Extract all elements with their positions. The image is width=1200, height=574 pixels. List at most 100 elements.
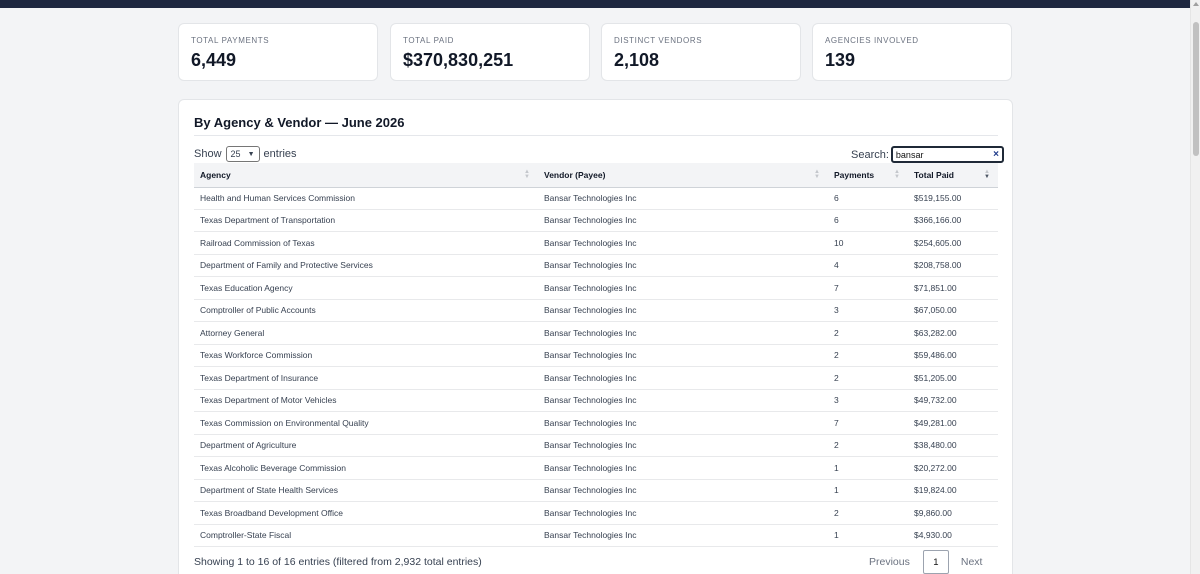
cell-total-paid: $38,480.00 bbox=[908, 434, 998, 457]
scroll-up-arrow-icon[interactable] bbox=[1193, 2, 1199, 6]
cell-agency: Comptroller-State Fiscal bbox=[194, 524, 538, 547]
cell-total-paid: $49,732.00 bbox=[908, 389, 998, 412]
cell-vendor: Bansar Technologies Inc bbox=[538, 389, 828, 412]
cell-vendor: Bansar Technologies Inc bbox=[538, 344, 828, 367]
stat-label: DISTINCT VENDORS bbox=[614, 36, 703, 45]
cell-payments: 10 bbox=[828, 231, 908, 255]
stat-label: TOTAL PAID bbox=[403, 36, 455, 45]
stat-value: $370,830,251 bbox=[403, 50, 514, 70]
cell-agency: Comptroller of Public Accounts bbox=[194, 299, 538, 322]
cell-agency: Department of State Health Services bbox=[194, 479, 538, 502]
cell-agency: Texas Department of Insurance bbox=[194, 366, 538, 390]
table-row: Comptroller-State Fiscal Bansar Technolog… bbox=[194, 524, 998, 547]
header-label: Payments bbox=[834, 169, 875, 180]
table-row: Texas Education Agency Bansar Technologie… bbox=[194, 276, 998, 300]
cell-vendor: Bansar Technologies Inc bbox=[538, 321, 828, 345]
cell-agency: Texas Workforce Commission bbox=[194, 344, 538, 367]
cell-vendor: Bansar Technologies Inc bbox=[538, 276, 828, 300]
cell-payments: 6 bbox=[828, 209, 908, 232]
cell-vendor: Bansar Technologies Inc bbox=[538, 434, 828, 457]
clear-icon[interactable]: × bbox=[993, 149, 999, 160]
cell-agency: Attorney General bbox=[194, 321, 538, 345]
cell-total-paid: $366,166.00 bbox=[908, 209, 998, 232]
stat-label: TOTAL PAYMENTS bbox=[191, 36, 270, 45]
cell-vendor: Bansar Technologies Inc bbox=[538, 209, 828, 232]
cell-agency: Department of Family and Protective Serv… bbox=[194, 254, 538, 277]
cell-total-paid: $4,930.00 bbox=[908, 524, 998, 547]
cell-agency: Texas Education Agency bbox=[194, 276, 538, 300]
cell-total-paid: $67,050.00 bbox=[908, 299, 998, 322]
scrollbar-thumb[interactable] bbox=[1193, 22, 1199, 156]
entries-select[interactable]: 25 ▼ bbox=[225, 146, 260, 162]
table-header-row: Agency ▲ ▼ Vendor (Payee) ▲ ▼ Payments ▲ ▼ Tot… bbox=[194, 163, 998, 188]
cell-payments: 2 bbox=[828, 321, 908, 345]
cell-vendor: Bansar Technologies Inc bbox=[538, 187, 828, 210]
stat-label: AGENCIES INVOLVED bbox=[825, 36, 919, 45]
header-label: Vendor (Payee) bbox=[544, 169, 606, 180]
cell-agency: Texas Alcoholic Beverage Commission bbox=[194, 456, 538, 480]
cell-payments: 1 bbox=[828, 456, 908, 480]
table-row: Department of Agriculture Bansar Technolo… bbox=[194, 434, 998, 457]
next-button[interactable]: Next bbox=[960, 556, 983, 568]
stat-total-payments: TOTAL PAYMENTS 6,449 bbox=[178, 23, 378, 81]
header-label: Total Paid bbox=[914, 169, 954, 180]
column-header-vendor[interactable]: Vendor (Payee) ▲ ▼ bbox=[538, 163, 828, 188]
entries-label: entries bbox=[263, 148, 297, 160]
page-1-button[interactable]: 1 bbox=[922, 550, 949, 574]
table-row: Comptroller of Public Accounts Bansar Tec… bbox=[194, 299, 998, 322]
cell-agency: Texas Commission on Environmental Qualit… bbox=[194, 411, 538, 435]
table-row: Texas Department of Motor Vehicles Bansar… bbox=[194, 389, 998, 412]
cell-total-paid: $20,272.00 bbox=[908, 456, 998, 480]
top-nav-bar bbox=[0, 0, 1190, 8]
cell-payments: 1 bbox=[828, 479, 908, 502]
table-row: Department of State Health Services Bansa… bbox=[194, 479, 998, 502]
sort-icon: ▲ ▼ bbox=[814, 169, 820, 180]
cell-payments: 2 bbox=[828, 344, 908, 367]
table-row: Texas Department of Transportation Bansar… bbox=[194, 209, 998, 232]
cell-total-paid: $519,155.00 bbox=[908, 187, 998, 210]
cell-vendor: Bansar Technologies Inc bbox=[538, 299, 828, 322]
cell-vendor: Bansar Technologies Inc bbox=[538, 366, 828, 390]
cell-vendor: Bansar Technologies Inc bbox=[538, 231, 828, 255]
table-row: Texas Workforce Commission Bansar Technol… bbox=[194, 344, 998, 367]
cell-vendor: Bansar Technologies Inc bbox=[538, 456, 828, 480]
cell-agency: Texas Department of Motor Vehicles bbox=[194, 389, 538, 412]
sort-icon: ▲ ▼ bbox=[894, 169, 900, 180]
column-header-agency[interactable]: Agency ▲ ▼ bbox=[194, 163, 538, 188]
cell-payments: 1 bbox=[828, 524, 908, 547]
cell-payments: 3 bbox=[828, 299, 908, 322]
previous-button[interactable]: Previous bbox=[869, 556, 910, 568]
search-input-value: bansar bbox=[895, 149, 924, 160]
cell-payments: 7 bbox=[828, 276, 908, 300]
column-header-total-paid[interactable]: Total Paid ▲ ▼ bbox=[908, 163, 998, 188]
agency-vendor-table: Agency ▲ ▼ Vendor (Payee) ▲ ▼ Payments ▲ ▼ Tot… bbox=[194, 163, 998, 547]
header-label: Agency bbox=[200, 169, 231, 180]
stat-value: 2,108 bbox=[614, 50, 660, 70]
cell-payments: 3 bbox=[828, 389, 908, 412]
cell-agency: Railroad Commission of Texas bbox=[194, 231, 538, 255]
table-row: Texas Broadband Development Office Bansar… bbox=[194, 501, 998, 525]
cell-total-paid: $71,851.00 bbox=[908, 276, 998, 300]
cell-payments: 6 bbox=[828, 187, 908, 210]
sort-desc-icon: ▲ ▼ bbox=[984, 169, 990, 180]
cell-total-paid: $208,758.00 bbox=[908, 254, 998, 277]
table-row: Texas Alcoholic Beverage Commission Bansa… bbox=[194, 456, 998, 480]
cell-payments: 2 bbox=[828, 366, 908, 390]
sort-icon: ▲ ▼ bbox=[524, 169, 530, 180]
table-row: Attorney General Bansar Technologies Inc 2… bbox=[194, 321, 998, 345]
cell-agency: Department of Agriculture bbox=[194, 434, 538, 457]
cell-vendor: Bansar Technologies Inc bbox=[538, 479, 828, 502]
card-title: By Agency & Vendor — June 2026 bbox=[194, 115, 405, 130]
table-row: Department of Family and Protective Serv… bbox=[194, 254, 998, 277]
cell-total-paid: $19,824.00 bbox=[908, 479, 998, 502]
cell-agency: Health and Human Services Commission bbox=[194, 187, 538, 210]
cell-payments: 4 bbox=[828, 254, 908, 277]
stat-value: 139 bbox=[825, 50, 856, 70]
column-header-payments[interactable]: Payments ▲ ▼ bbox=[828, 163, 908, 188]
cell-total-paid: $9,860.00 bbox=[908, 501, 998, 525]
stat-distinct-vendors: DISTINCT VENDORS 2,108 bbox=[601, 23, 801, 81]
cell-total-paid: $59,486.00 bbox=[908, 344, 998, 367]
cell-total-paid: $49,281.00 bbox=[908, 411, 998, 435]
page-scrollbar[interactable] bbox=[1190, 0, 1200, 574]
search-input[interactable]: bansar × bbox=[890, 146, 1004, 163]
